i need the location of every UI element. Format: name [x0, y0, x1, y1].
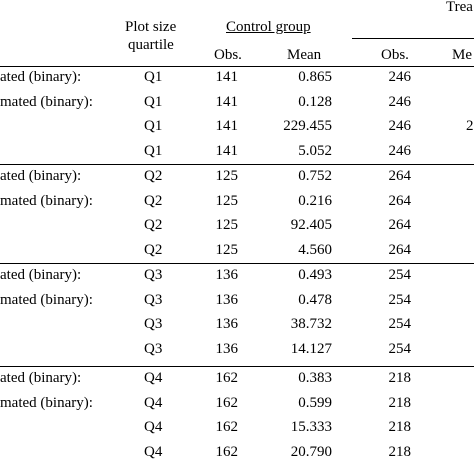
treatment-obs-cell: 264 [388, 193, 412, 209]
control-mean-cell: 0.128 [298, 94, 332, 110]
treatment-header-rule [352, 38, 474, 39]
treatment-obs-cell: 218 [388, 444, 412, 460]
control-mean-cell: 0.383 [298, 370, 332, 386]
control-mean-cell: 15.333 [290, 419, 332, 435]
quartile-cell: Q1 [144, 143, 163, 159]
control-obs-cell: 162 [215, 395, 239, 411]
control-obs-cell: 162 [215, 370, 239, 386]
row-label: mated (binary): [0, 193, 93, 209]
quartile-cell: Q4 [144, 419, 163, 435]
control-mean-cell: 0.216 [298, 193, 332, 209]
group-separator-rule [0, 263, 474, 264]
quartile-cell: Q3 [144, 316, 163, 332]
treatment-obs-cell: 264 [388, 242, 412, 258]
control-obs-cell: 125 [215, 168, 239, 184]
treatment-obs-cell: 254 [388, 341, 412, 357]
quartile-cell: Q3 [144, 292, 163, 308]
quartile-cell: Q4 [144, 444, 163, 460]
control-mean-cell: 92.405 [290, 217, 332, 233]
group-separator-rule [0, 164, 474, 165]
header-treatment-obs: Obs. [381, 47, 409, 63]
header-control-mean: Mean [287, 47, 322, 63]
treatment-mean-partial: 2 [466, 118, 474, 134]
row-label: ated (binary): [0, 168, 82, 184]
control-mean-cell: 38.732 [290, 316, 332, 332]
row-label: ated (binary): [0, 370, 82, 386]
quartile-cell: Q2 [144, 168, 163, 184]
control-mean-cell: 0.493 [298, 267, 332, 283]
control-obs-cell: 125 [215, 242, 239, 258]
control-mean-cell: 4.560 [298, 242, 332, 258]
control-obs-cell: 136 [215, 292, 239, 308]
control-obs-cell: 136 [215, 267, 239, 283]
treatment-obs-cell: 254 [388, 292, 412, 308]
treatment-obs-cell: 246 [388, 69, 412, 85]
control-mean-cell: 5.052 [298, 143, 332, 159]
treatment-obs-cell: 264 [388, 168, 412, 184]
header-plot-size: Plot size [125, 19, 177, 35]
control-obs-cell: 141 [215, 69, 239, 85]
quartile-cell: Q4 [144, 370, 163, 386]
treatment-obs-cell: 246 [388, 118, 412, 134]
control-obs-cell: 162 [215, 444, 239, 460]
header-treatment-mean-partial: Me [452, 47, 472, 63]
quartile-cell: Q3 [144, 267, 163, 283]
header-treatment-partial: Trea [446, 0, 473, 15]
control-obs-cell: 141 [215, 118, 239, 134]
control-obs-cell: 141 [215, 143, 239, 159]
quartile-cell: Q4 [144, 395, 163, 411]
row-label: mated (binary): [0, 292, 93, 308]
row-label: mated (binary): [0, 395, 93, 411]
quartile-cell: Q2 [144, 242, 163, 258]
quartile-cell: Q3 [144, 341, 163, 357]
control-obs-cell: 125 [215, 217, 239, 233]
treatment-obs-cell: 254 [388, 267, 412, 283]
control-obs-cell: 162 [215, 419, 239, 435]
control-mean-cell: 229.455 [283, 118, 332, 134]
control-mean-cell: 0.752 [298, 168, 332, 184]
control-obs-cell: 125 [215, 193, 239, 209]
header-quartile: quartile [128, 37, 174, 53]
row-label: mated (binary): [0, 94, 93, 110]
control-mean-cell: 14.127 [290, 341, 332, 357]
treatment-obs-cell: 218 [388, 395, 412, 411]
quartile-cell: Q1 [144, 69, 163, 85]
header-bottom-rule [0, 66, 474, 67]
treatment-obs-cell: 218 [388, 370, 412, 386]
control-obs-cell: 136 [215, 341, 239, 357]
treatment-obs-cell: 264 [388, 217, 412, 233]
control-mean-cell: 0.865 [298, 69, 332, 85]
quartile-cell: Q2 [144, 217, 163, 233]
control-obs-cell: 141 [215, 94, 239, 110]
quartile-cell: Q1 [144, 94, 163, 110]
header-control-group: Control group [226, 19, 311, 35]
control-mean-cell: 0.478 [298, 292, 332, 308]
treatment-obs-cell: 246 [388, 143, 412, 159]
control-mean-cell: 20.790 [290, 444, 332, 460]
header-control-obs: Obs. [214, 47, 242, 63]
treatment-obs-cell: 254 [388, 316, 412, 332]
row-label: ated (binary): [0, 69, 82, 85]
quartile-cell: Q2 [144, 193, 163, 209]
treatment-obs-cell: 246 [388, 94, 412, 110]
row-label: ated (binary): [0, 267, 82, 283]
quartile-cell: Q1 [144, 118, 163, 134]
control-mean-cell: 0.599 [298, 395, 332, 411]
group-separator-rule [0, 366, 474, 367]
treatment-obs-cell: 218 [388, 419, 412, 435]
control-obs-cell: 136 [215, 316, 239, 332]
